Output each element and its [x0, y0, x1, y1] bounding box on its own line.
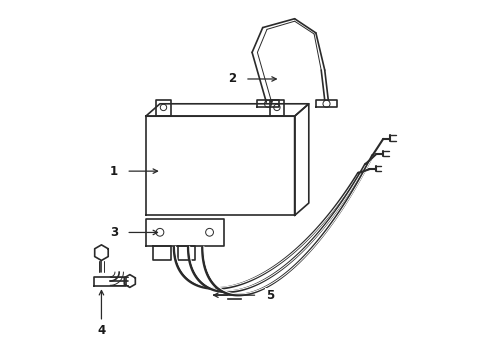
Text: 1: 1 — [110, 165, 118, 177]
Text: 5: 5 — [266, 289, 274, 302]
Text: 3: 3 — [110, 226, 118, 239]
Text: 2: 2 — [228, 72, 237, 85]
Text: 4: 4 — [98, 324, 105, 337]
